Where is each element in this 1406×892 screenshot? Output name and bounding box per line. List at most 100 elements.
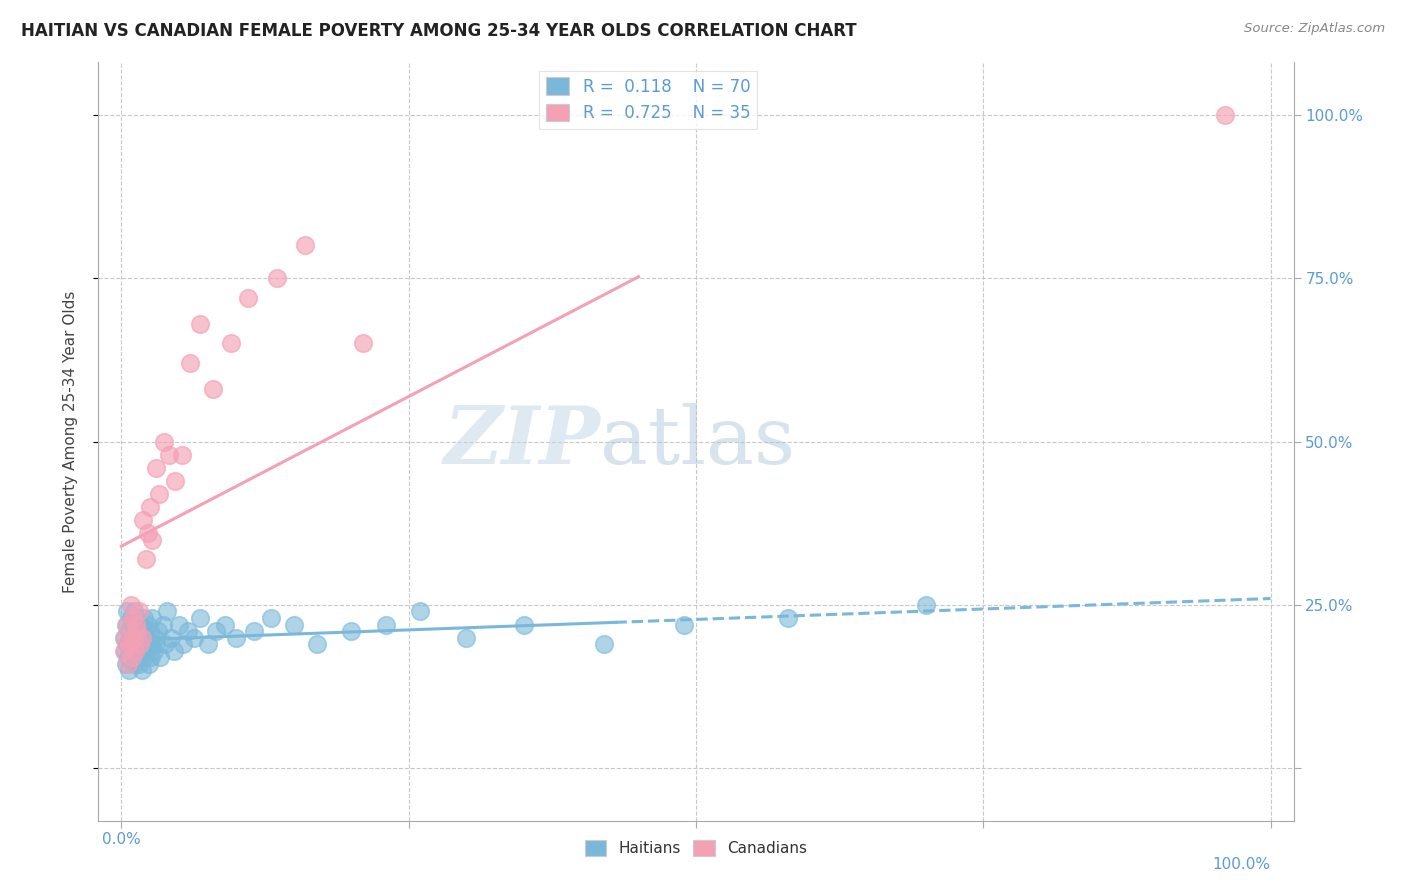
- Text: ZIP: ZIP: [443, 403, 600, 480]
- Point: [1213, 108, 1236, 122]
- Point: [141, 650, 163, 665]
- Point: [131, 631, 153, 645]
- Point: [148, 487, 170, 501]
- Point: [283, 617, 305, 632]
- Point: [225, 631, 247, 645]
- Point: [128, 605, 150, 619]
- Point: [117, 650, 139, 665]
- Point: [115, 605, 138, 619]
- Point: [124, 643, 146, 657]
- Point: [776, 611, 799, 625]
- Point: [188, 611, 211, 625]
- Text: atlas: atlas: [600, 402, 796, 481]
- Point: [124, 643, 146, 657]
- Point: [136, 617, 159, 632]
- Point: [134, 611, 156, 625]
- Point: [156, 605, 179, 619]
- Point: [163, 643, 186, 657]
- Text: 100.0%: 100.0%: [1212, 856, 1271, 871]
- Point: [115, 637, 138, 651]
- Point: [132, 513, 155, 527]
- Point: [593, 637, 616, 651]
- Point: [177, 624, 200, 639]
- Point: [117, 657, 139, 671]
- Point: [128, 657, 150, 671]
- Point: [142, 643, 165, 657]
- Point: [112, 631, 135, 645]
- Point: [294, 238, 316, 252]
- Point: [456, 631, 478, 645]
- Point: [172, 637, 194, 651]
- Point: [236, 291, 259, 305]
- Point: [202, 382, 225, 396]
- Point: [122, 631, 145, 645]
- Point: [114, 643, 136, 657]
- Point: [115, 617, 138, 632]
- Point: [121, 643, 143, 657]
- Point: [167, 617, 190, 632]
- Point: [114, 631, 136, 645]
- Point: [128, 631, 150, 645]
- Point: [242, 624, 264, 639]
- Point: [141, 611, 163, 625]
- Point: [132, 637, 155, 651]
- Point: [122, 631, 145, 645]
- Point: [118, 663, 141, 677]
- Point: [157, 448, 180, 462]
- Point: [135, 643, 157, 657]
- Text: HAITIAN VS CANADIAN FEMALE POVERTY AMONG 25-34 YEAR OLDS CORRELATION CHART: HAITIAN VS CANADIAN FEMALE POVERTY AMONG…: [21, 22, 856, 40]
- Point: [124, 624, 146, 639]
- Point: [127, 611, 149, 625]
- Point: [120, 611, 142, 625]
- Point: [197, 637, 219, 651]
- Point: [188, 317, 211, 331]
- Point: [204, 624, 226, 639]
- Point: [260, 611, 283, 625]
- Point: [135, 552, 157, 566]
- Point: [115, 617, 138, 632]
- Point: [143, 631, 166, 645]
- Point: [127, 637, 149, 651]
- Point: [179, 356, 201, 370]
- Point: [145, 637, 167, 651]
- Point: [112, 643, 135, 657]
- Point: [153, 637, 176, 651]
- Point: [214, 617, 236, 632]
- Text: Source: ZipAtlas.com: Source: ZipAtlas.com: [1244, 22, 1385, 36]
- Point: [129, 617, 152, 632]
- Y-axis label: Female Poverty Among 25-34 Year Olds: Female Poverty Among 25-34 Year Olds: [63, 291, 77, 592]
- Point: [149, 650, 172, 665]
- Point: [914, 598, 936, 612]
- Point: [673, 617, 696, 632]
- Point: [128, 637, 150, 651]
- Point: [139, 500, 162, 514]
- Point: [127, 624, 149, 639]
- Point: [138, 657, 160, 671]
- Point: [136, 526, 159, 541]
- Point: [135, 631, 157, 645]
- Point: [139, 624, 162, 639]
- Point: [512, 617, 534, 632]
- Point: [183, 631, 205, 645]
- Point: [122, 605, 145, 619]
- Point: [131, 663, 153, 677]
- Point: [153, 434, 176, 449]
- Point: [118, 624, 141, 639]
- Point: [266, 271, 288, 285]
- Point: [340, 624, 363, 639]
- Legend: Haitians, Canadians: Haitians, Canadians: [579, 834, 813, 863]
- Point: [409, 605, 432, 619]
- Point: [115, 657, 138, 671]
- Point: [121, 650, 143, 665]
- Point: [374, 617, 396, 632]
- Point: [165, 474, 187, 488]
- Point: [134, 650, 156, 665]
- Point: [125, 650, 148, 665]
- Point: [141, 533, 163, 547]
- Point: [120, 598, 142, 612]
- Point: [118, 637, 141, 651]
- Point: [122, 657, 145, 671]
- Point: [131, 624, 153, 639]
- Point: [305, 637, 328, 651]
- Point: [120, 637, 142, 651]
